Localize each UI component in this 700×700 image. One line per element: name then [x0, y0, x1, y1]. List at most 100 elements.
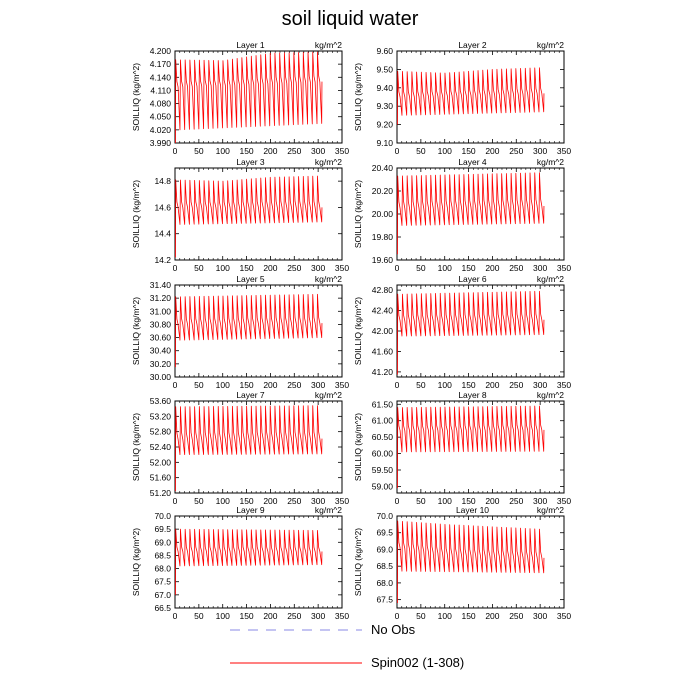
plot-frame: [396, 400, 565, 494]
y-tick-label: 9.30: [376, 101, 393, 111]
x-tick-label: 50: [194, 611, 204, 621]
x-tick-label: 150: [239, 496, 253, 506]
y-tick-label: 42.40: [372, 306, 394, 316]
x-tick-label: 50: [416, 496, 426, 506]
chart-panel-5: Layer 5 kg/m^2 SOILLIQ (kg/m^2) 0 50 100 150 20…: [131, 274, 349, 390]
x-tick-label: 100: [438, 380, 452, 390]
y-tick-label: 31.00: [150, 306, 172, 316]
y-axis-label: SOILLIQ (kg/m^2): [353, 63, 363, 131]
chart-panel-10: Layer 10 kg/m^2 SOILLIQ (kg/m^2) 0 50 100 150 2…: [353, 505, 571, 621]
y-tick-label: 4.050: [150, 112, 172, 122]
panel-title: Layer 7: [236, 390, 265, 400]
y-tick-label: 20.20: [372, 186, 394, 196]
plot-frame: [396, 50, 565, 144]
y-axis-label: SOILLIQ (kg/m^2): [353, 528, 363, 596]
y-tick-label: 4.200: [150, 46, 172, 56]
chart-panel-8: Layer 8 kg/m^2 SOILLIQ (kg/m^2) 0 50 100 150 20…: [353, 390, 571, 506]
x-tick-label: 150: [461, 380, 475, 390]
x-tick-label: 250: [287, 496, 301, 506]
y-tick-label: 68.5: [154, 550, 171, 560]
x-tick-label: 200: [485, 380, 499, 390]
y-tick-label: 20.00: [372, 209, 394, 219]
series-line-spin002: [397, 520, 545, 603]
y-tick-label: 31.40: [150, 280, 172, 290]
y-tick-label: 4.080: [150, 99, 172, 109]
series-line-spin002: [175, 405, 323, 492]
x-tick-label: 200: [485, 146, 499, 156]
x-tick-label: 300: [533, 146, 547, 156]
x-tick-label: 300: [533, 380, 547, 390]
y-axis-label: SOILLIQ (kg/m^2): [131, 297, 141, 365]
y-axis-label: SOILLIQ (kg/m^2): [353, 180, 363, 248]
panel-units: kg/m^2: [315, 390, 342, 400]
x-tick-label: 350: [335, 496, 349, 506]
plot-frame: [174, 284, 343, 378]
y-tick-label: 14.8: [154, 176, 171, 186]
y-tick-label: 41.20: [372, 367, 394, 377]
y-tick-label: 9.20: [376, 120, 393, 130]
y-axis-label: SOILLIQ (kg/m^2): [131, 63, 141, 131]
y-axis-label: SOILLIQ (kg/m^2): [131, 528, 141, 596]
y-tick-label: 53.20: [150, 411, 172, 421]
panel-title: Layer 2: [458, 40, 487, 50]
y-tick-label: 4.110: [150, 85, 171, 95]
x-tick-label: 300: [311, 496, 325, 506]
y-tick-label: 53.60: [150, 396, 172, 406]
x-tick-label: 300: [311, 380, 325, 390]
x-tick-label: 200: [263, 380, 277, 390]
plot-frame: [174, 50, 343, 144]
y-tick-label: 9.40: [376, 83, 393, 93]
x-tick-label: 0: [173, 146, 178, 156]
x-tick-label: 350: [557, 611, 571, 621]
series-line-spin002: [397, 405, 545, 489]
x-tick-label: 150: [461, 263, 475, 273]
y-tick-label: 30.00: [150, 372, 172, 382]
y-tick-label: 61.50: [372, 399, 394, 409]
x-tick-label: 250: [287, 263, 301, 273]
y-tick-label: 19.80: [372, 232, 394, 242]
x-tick-label: 100: [216, 146, 230, 156]
x-tick-label: 50: [194, 496, 204, 506]
x-tick-label: 350: [335, 611, 349, 621]
panel-units: kg/m^2: [537, 157, 564, 167]
series-line-spin002: [175, 293, 323, 368]
x-tick-label: 350: [335, 263, 349, 273]
x-tick-label: 150: [461, 611, 475, 621]
panel-units: kg/m^2: [315, 157, 342, 167]
y-tick-label: 30.20: [150, 359, 172, 369]
x-tick-label: 350: [335, 146, 349, 156]
series-line-spin002: [175, 528, 323, 595]
panel-units: kg/m^2: [315, 274, 342, 284]
series-line-spin002: [175, 51, 323, 144]
x-tick-label: 100: [216, 263, 230, 273]
x-tick-label: 250: [509, 380, 523, 390]
y-tick-label: 60.50: [372, 432, 394, 442]
chart-panel-2: Layer 2 kg/m^2 SOILLIQ (kg/m^2) 0 50 100 150 20…: [353, 40, 571, 156]
chart-panel-9: Layer 9 kg/m^2 SOILLIQ (kg/m^2) 0 50 100 150 20…: [131, 505, 349, 621]
y-tick-label: 9.60: [376, 46, 393, 56]
panel-units: kg/m^2: [537, 505, 564, 515]
y-tick-label: 69.5: [154, 524, 171, 534]
y-tick-label: 69.0: [154, 537, 171, 547]
y-tick-label: 3.990: [150, 138, 172, 148]
x-tick-label: 200: [485, 496, 499, 506]
x-tick-label: 200: [263, 611, 277, 621]
y-tick-label: 52.00: [150, 457, 172, 467]
y-tick-label: 70.0: [154, 511, 171, 521]
y-tick-label: 52.40: [150, 442, 172, 452]
y-tick-label: 69.0: [376, 544, 393, 554]
y-tick-label: 59.00: [372, 481, 394, 491]
x-tick-label: 0: [173, 611, 178, 621]
series-line-spin002: [397, 67, 545, 125]
x-tick-label: 300: [533, 263, 547, 273]
x-tick-label: 350: [557, 146, 571, 156]
x-tick-label: 300: [533, 611, 547, 621]
x-tick-label: 100: [438, 146, 452, 156]
y-tick-label: 59.50: [372, 465, 394, 475]
legend-spin002-label: Spin002 (1-308): [371, 655, 465, 670]
panel-units: kg/m^2: [537, 274, 564, 284]
x-tick-label: 0: [173, 380, 178, 390]
y-tick-label: 67.5: [376, 595, 393, 605]
series-line-spin002: [397, 172, 545, 255]
series-line-spin002: [397, 290, 545, 375]
